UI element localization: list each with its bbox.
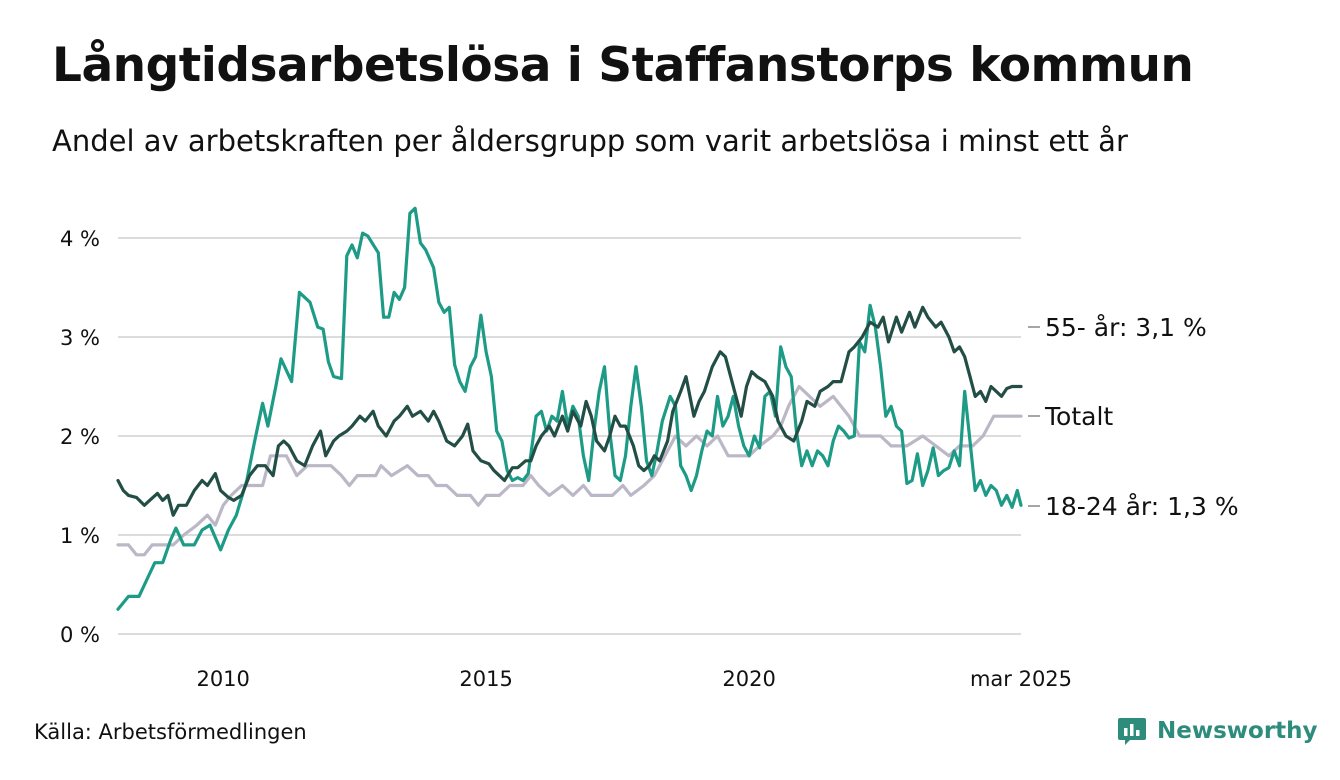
x-tick-label: 2015 [459,667,512,691]
series-end-label: 18-24 år: 1,3 % [1045,492,1239,521]
y-tick-label: 0 % [60,623,100,647]
y-tick-label: 3 % [60,326,100,350]
series-line [116,305,1023,517]
series-line [116,384,1023,557]
grid-lines [118,237,1021,635]
x-tick-label: 2020 [722,667,775,691]
x-tick-label: 2010 [196,667,249,691]
y-axis-ticks: 0 % 1 % 2 % 3 % 4 % [60,227,100,647]
series-line [116,206,1023,611]
series-end-label: 55- år: 3,1 % [1045,313,1207,342]
x-tick-label: mar 2025 [970,667,1072,691]
chart-title: Långtidsarbetslösa i Staffanstorps kommu… [52,38,1194,93]
series-lines [116,206,1023,611]
x-axis-ticks: 2010 2015 2020 mar 2025 [196,667,1072,691]
y-tick-label: 2 % [60,425,100,449]
line-chart: 0 % 1 % 2 % 3 % 4 % 2010 2015 2020 mar 2025 Tot… [60,206,1239,691]
brand-logo: Newsworthy [1117,712,1318,750]
series-end-label: Totalt [1044,402,1113,431]
bar-chart-icon [1118,718,1146,745]
y-tick-label: 4 % [60,227,100,251]
chart-subtitle: Andel av arbetskraften per åldersgrupp s… [52,124,1128,158]
end-labels: Totalt 18-24 år: 1,3 % 55- år: 3,1 % [1028,313,1239,521]
brand-name: Newsworthy [1157,718,1318,744]
source-note: Källa: Arbetsförmedlingen [34,720,307,744]
y-tick-label: 1 % [60,524,100,548]
